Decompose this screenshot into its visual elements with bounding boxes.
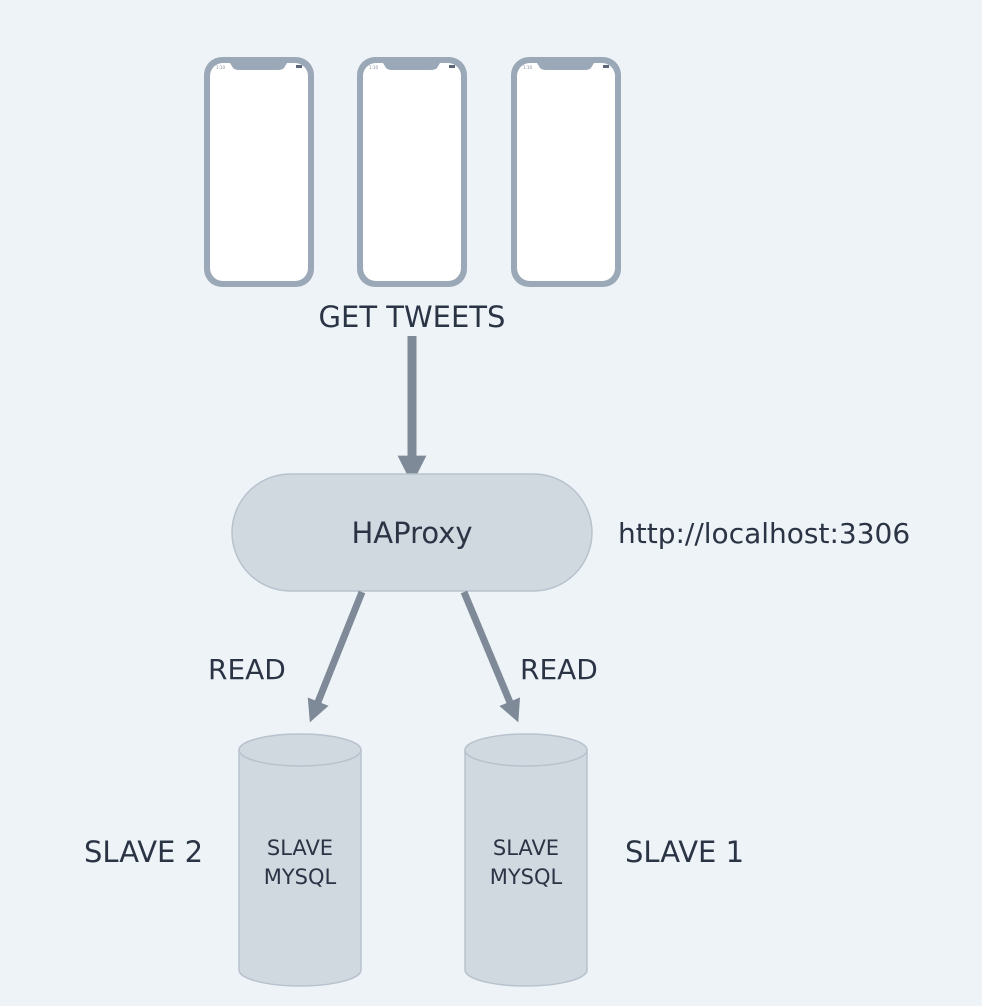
slave-1-label: SLAVE 1: [625, 835, 744, 869]
proxy-address: http://localhost:3306: [618, 517, 910, 550]
read-arrow-right: [460, 590, 521, 723]
database-line-1: SLAVE: [493, 836, 559, 860]
database-line-2: MYSQL: [490, 865, 563, 889]
haproxy-label: HAProxy: [351, 516, 472, 550]
haproxy-node: [231, 473, 593, 592]
phone-status-time: 1:10: [369, 65, 378, 70]
read-label-left: READ: [208, 653, 286, 686]
database-line-2: MYSQL: [264, 865, 337, 889]
database-line-1: SLAVE: [267, 836, 333, 860]
phone-status-time: 1:10: [523, 65, 532, 70]
read-arrow-left: [307, 590, 366, 723]
phone-client-2: 1:10: [357, 57, 467, 287]
database-slave-1: SLAVE MYSQL: [464, 733, 588, 987]
read-label-right: READ: [520, 653, 598, 686]
slave-2-label: SLAVE 2: [84, 835, 203, 869]
phone-client-1: 1:10: [204, 57, 314, 287]
phone-status-time: 1:10: [216, 65, 225, 70]
get-tweets-label: GET TWEETS: [319, 300, 506, 334]
phone-client-3: 1:10: [511, 57, 621, 287]
database-slave-2: SLAVE MYSQL: [238, 733, 362, 987]
